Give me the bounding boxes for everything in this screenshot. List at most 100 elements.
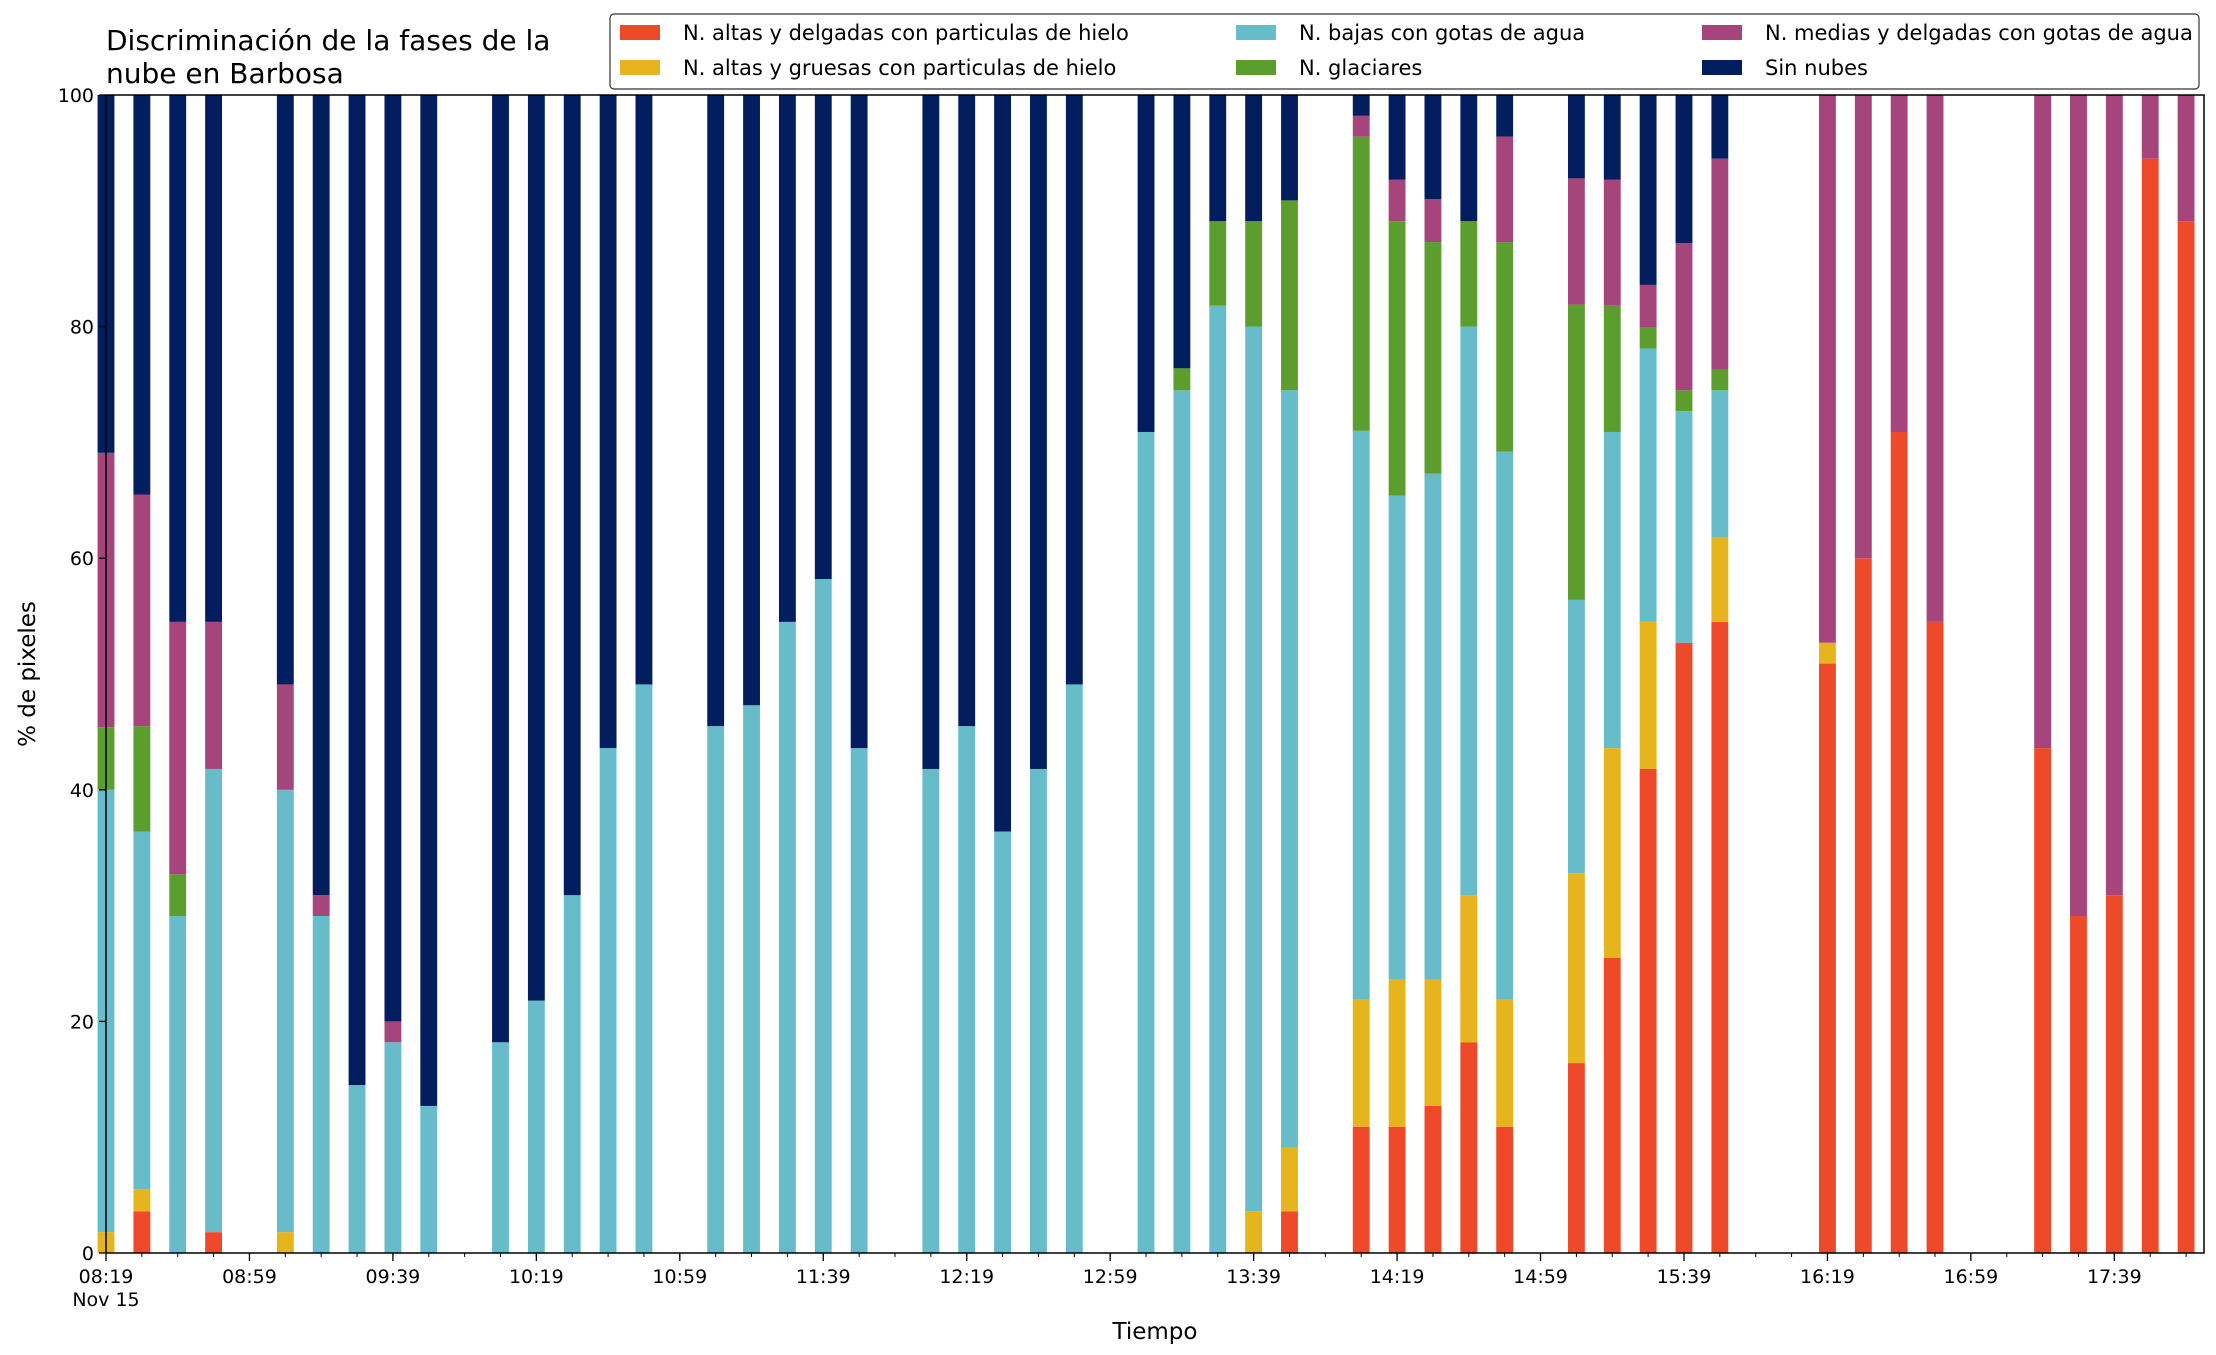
bar-segment-20-series-5 [958,95,976,727]
bar-segment-3-series-0 [205,1232,223,1253]
legend-swatch-1 [620,60,660,75]
bar-segment-38-series-0 [1711,621,1729,1253]
bar-segment-46-series-4 [2141,95,2159,159]
bar-segment-27-series-1 [1245,1211,1263,1253]
bar-segment-4-series-1 [276,1232,294,1253]
bars [97,95,2195,1254]
bar-segment-9-series-5 [492,95,509,1043]
bar-segment-15-series-2 [743,705,760,1253]
bar-segment-29-series-2 [1352,430,1370,1000]
bar-segment-42-series-0 [1926,621,1944,1253]
bar-segment-26-series-3 [1209,221,1227,306]
bar-segment-12-series-2 [599,748,617,1253]
bar-segment-36-series-2 [1639,348,1657,622]
legend-label-4: N. medias y delgadas con gotas de agua [1765,21,2193,45]
y-tick-label-4: 80 [70,317,94,339]
bar-segment-25-series-5 [1173,95,1191,369]
bar-segment-36-series-1 [1639,621,1657,769]
bar-segment-28-series-3 [1281,200,1298,391]
bar-segment-35-series-3 [1603,305,1621,432]
chart-title: Discriminación de la fases de la nube en… [106,24,550,90]
bar-segment-11-series-5 [563,95,581,896]
bar-segment-19-series-5 [922,95,940,769]
bar-segment-30-series-2 [1388,495,1406,980]
bar-segment-1-series-2 [133,831,151,1190]
bar-segment-12-series-5 [599,95,617,749]
x-tick-label-1: 08:59 [222,1266,277,1288]
bar-segment-10-series-2 [527,1000,545,1253]
bar-segment-3-series-5 [205,95,223,622]
bar-segment-47-series-4 [2177,95,2195,222]
bar-segment-34-series-4 [1567,178,1585,305]
bar-segment-38-series-4 [1711,158,1729,370]
bar-segment-43-series-4 [2034,95,2052,749]
bar-segment-5-series-4 [312,895,330,917]
bar-segment-33-series-3 [1496,242,1514,452]
bar-segment-13-series-2 [635,684,653,1253]
bar-segment-28-series-1 [1281,1147,1298,1212]
bar-segment-23-series-2 [1065,684,1083,1253]
bar-segment-33-series-1 [1496,999,1514,1127]
bar-segment-29-series-0 [1352,1126,1370,1253]
bar-segment-1-series-1 [133,1189,151,1212]
bar-segment-15-series-5 [743,95,760,706]
bar-segment-17-series-2 [814,579,832,1253]
bar-segment-32-series-5 [1460,95,1478,222]
legend-label-3: N. glaciares [1299,56,1422,80]
bar-segment-29-series-4 [1352,115,1370,137]
bar-segment-31-series-4 [1424,199,1442,243]
bar-segment-46-series-0 [2141,158,2159,1254]
bar-segment-30-series-5 [1388,95,1406,180]
bar-segment-2-series-2 [169,916,187,1253]
bar-segment-38-series-3 [1711,369,1729,391]
bar-segment-45-series-4 [2105,95,2123,896]
bar-segment-8-series-5 [420,95,438,1106]
bar-segment-30-series-4 [1388,179,1406,222]
bar-segment-35-series-5 [1603,95,1621,180]
x-tick-sublabel-0: Nov 15 [72,1289,139,1311]
bar-segment-11-series-2 [563,895,581,1253]
bar-segment-44-series-0 [2070,916,2087,1253]
bar-segment-5-series-5 [312,95,330,896]
legend-swatch-0 [620,25,660,40]
x-tick-label-12: 16:19 [1800,1266,1855,1288]
bar-segment-29-series-5 [1352,95,1370,116]
bar-segment-3-series-2 [205,768,223,1233]
bar-segment-33-series-4 [1496,136,1514,243]
bar-segment-36-series-4 [1639,284,1657,328]
bar-segment-13-series-5 [635,95,653,685]
bar-segment-1-series-0 [133,1211,151,1253]
bar-segment-39-series-4 [1819,95,1836,643]
x-tick-label-3: 10:19 [509,1266,564,1288]
bar-segment-21-series-2 [994,831,1012,1253]
x-tick-label-7: 12:59 [1083,1266,1138,1288]
bar-segment-39-series-1 [1819,642,1836,664]
bar-segment-27-series-2 [1245,326,1263,1212]
y-tick-label-3: 60 [70,548,94,570]
bar-segment-7-series-5 [384,95,402,1022]
bar-segment-34-series-0 [1567,1063,1585,1253]
bar-segment-17-series-5 [814,95,832,580]
bar-segment-36-series-3 [1639,327,1657,349]
bar-segment-42-series-4 [1926,95,1944,622]
bar-segment-33-series-5 [1496,95,1514,137]
bar-segment-44-series-4 [2070,95,2087,917]
bar-segment-9-series-2 [492,1042,509,1253]
bar-segment-8-series-2 [420,1105,438,1253]
bar-segment-31-series-0 [1424,1105,1442,1253]
bar-segment-31-series-1 [1424,979,1442,1106]
bar-segment-32-series-2 [1460,326,1478,896]
y-tick-label-0: 0 [82,1243,94,1265]
bar-segment-4-series-2 [276,789,294,1233]
legend-swatch-5 [1702,60,1742,75]
bar-segment-22-series-2 [1030,768,1047,1253]
bar-segment-20-series-2 [958,726,976,1253]
bar-segment-37-series-4 [1675,243,1693,391]
bar-segment-3-series-4 [205,621,223,769]
x-tick-label-2: 09:39 [366,1266,421,1288]
x-tick-label-13: 16:59 [1944,1266,1999,1288]
bar-segment-16-series-5 [778,95,796,622]
bar-segment-47-series-0 [2177,221,2195,1254]
